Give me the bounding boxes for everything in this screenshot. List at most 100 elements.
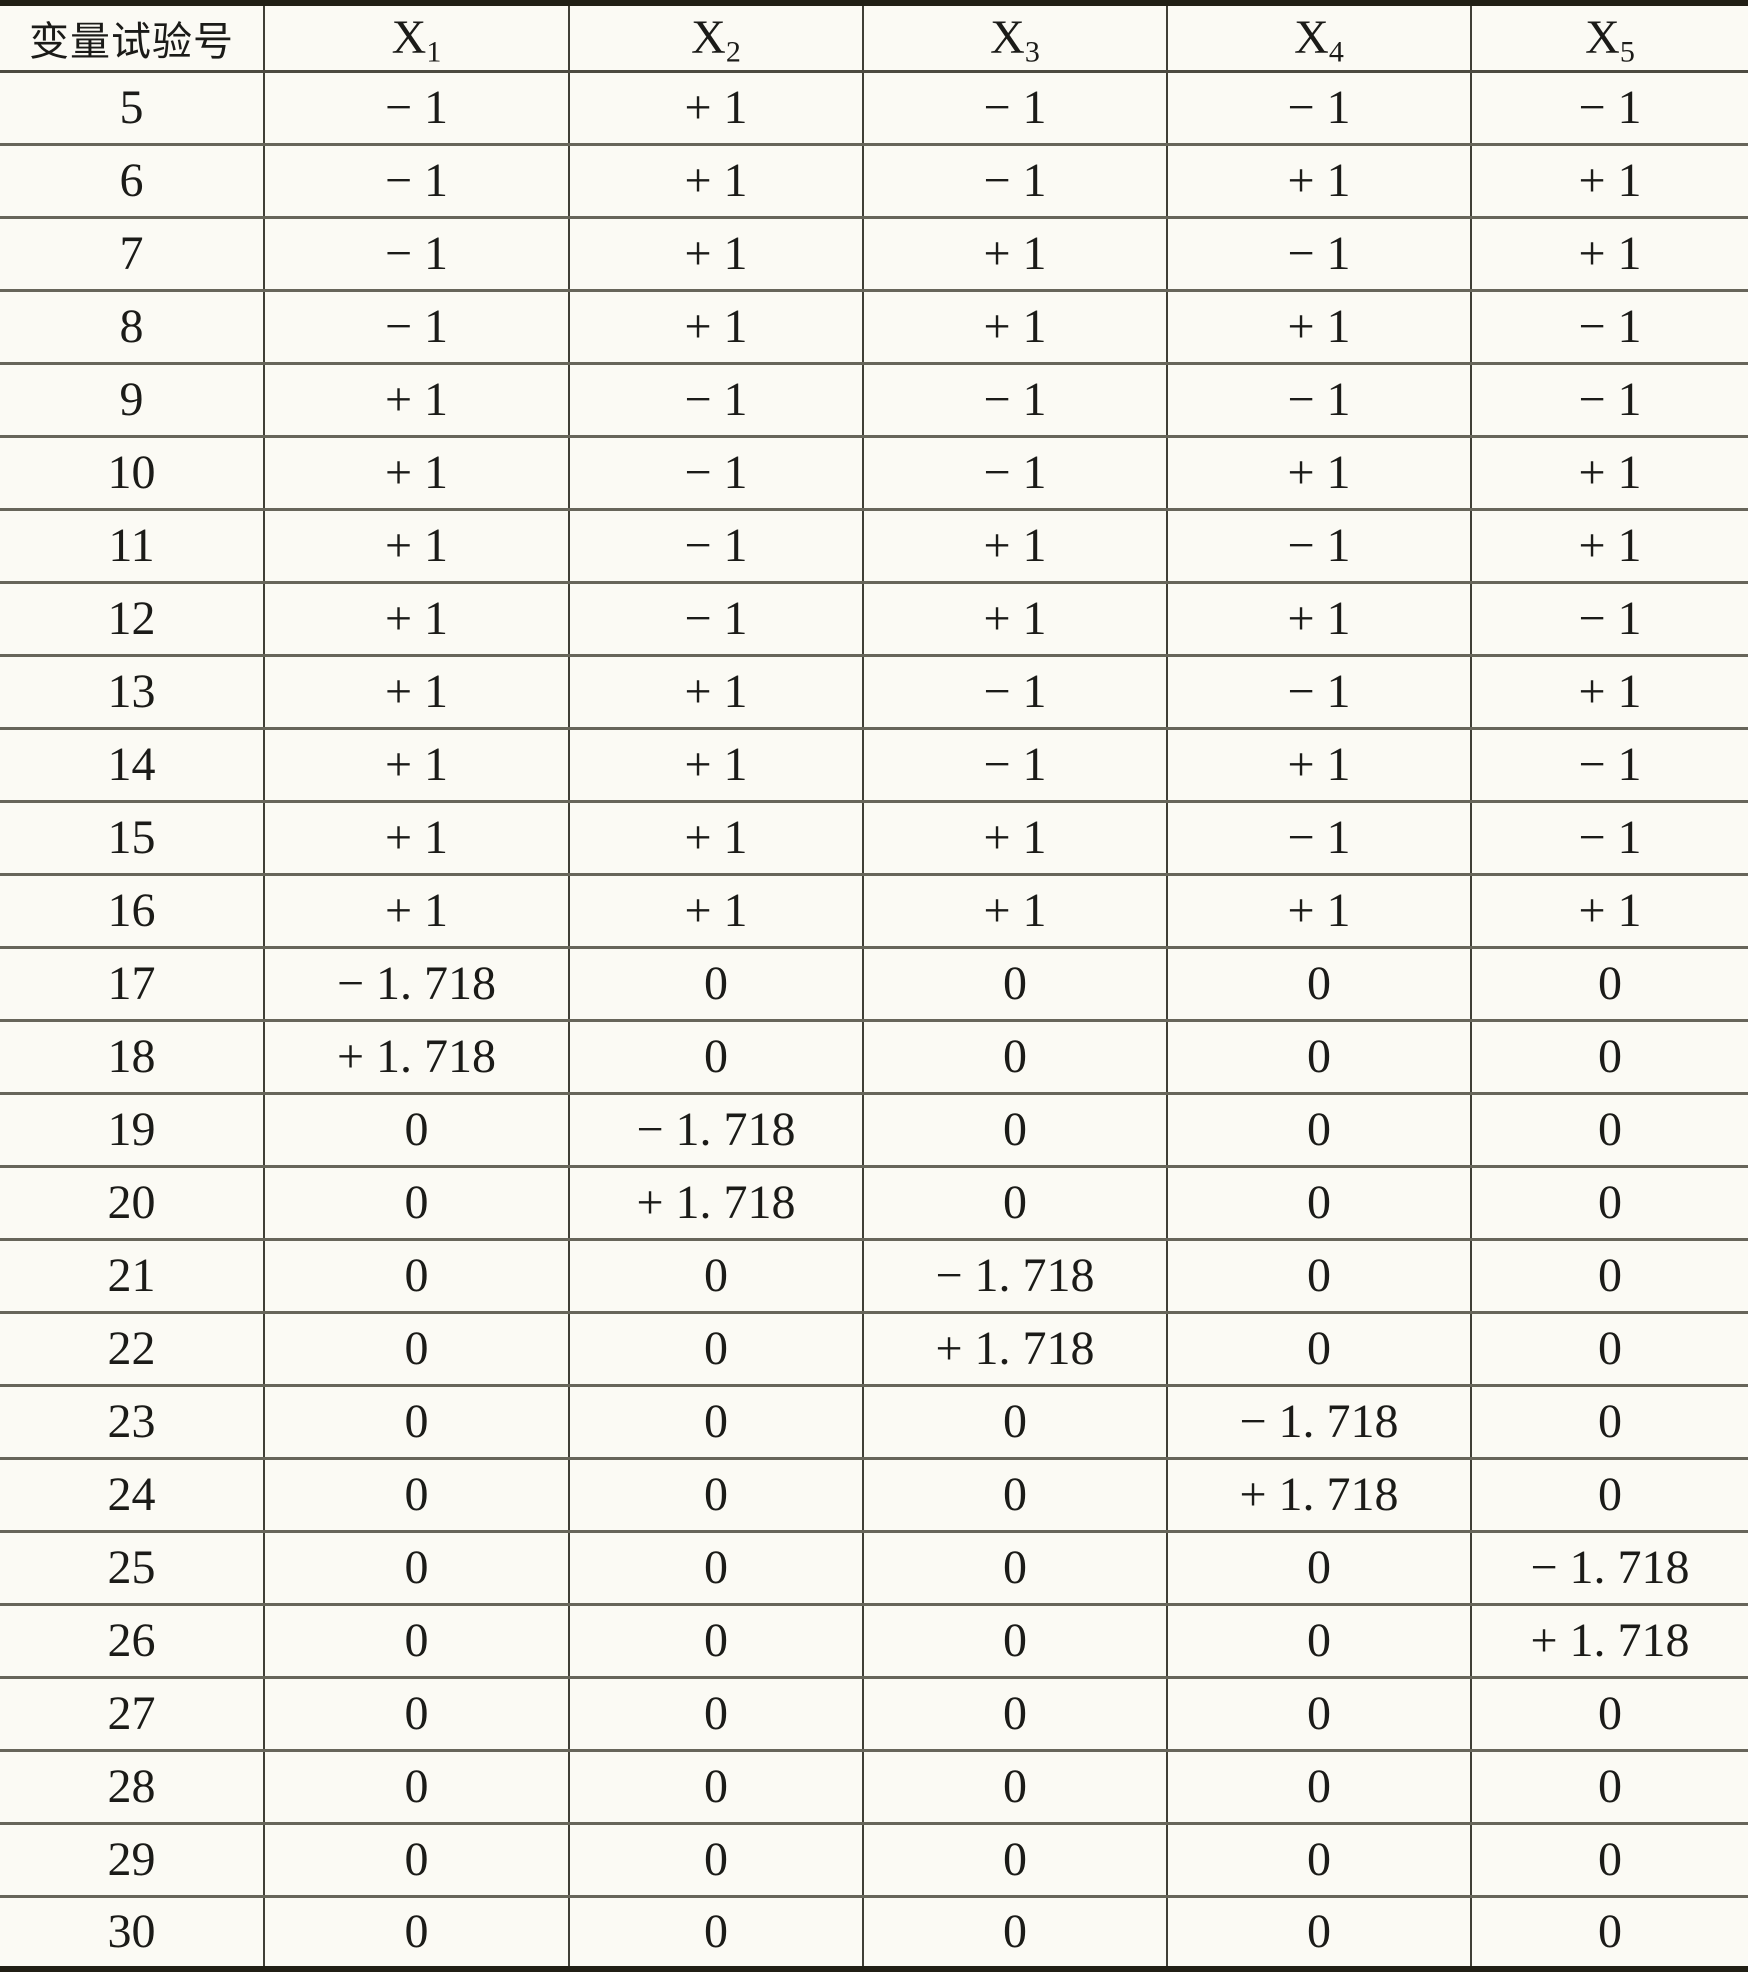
table-row: 23 0 0 0− 1. 718 0: [0, 1383, 1748, 1458]
run-number-cell: 30: [0, 1894, 264, 1969]
run-number-cell: 27: [0, 1675, 264, 1750]
value-cell-x4: + 1: [1166, 580, 1471, 655]
value-cell-x1: + 1: [263, 872, 569, 947]
run-number-cell: 22: [0, 1310, 264, 1385]
value-cell-x2: 0: [568, 1018, 863, 1093]
value-cell-x2: + 1: [568, 69, 863, 144]
value-cell-x2: 0: [568, 1675, 863, 1750]
run-number-cell: 14: [0, 726, 264, 801]
value-cell-x4: − 1: [1166, 799, 1471, 874]
value-cell-x1: + 1: [263, 507, 569, 582]
value-cell-x3: 0: [862, 1894, 1167, 1969]
value-cell-x2: − 1: [568, 361, 863, 436]
value-cell-x1: − 1: [263, 142, 569, 217]
value-cell-x5: 0: [1470, 1675, 1748, 1750]
header-cell-x2: X2: [568, 3, 863, 71]
value-cell-x4: 0: [1166, 1310, 1471, 1385]
run-number-cell: 5: [0, 69, 264, 144]
value-cell-x1: 0: [263, 1675, 569, 1750]
value-cell-x1: 0: [263, 1383, 569, 1458]
table-body: 5− 1 + 1− 1− 1− 1 6− 1 + 1− 1 + 1 + 1 7− 1 + 1 +…: [0, 69, 1748, 1969]
value-cell-x1: 0: [263, 1456, 569, 1531]
value-cell-x4: 0: [1166, 1237, 1471, 1312]
value-cell-x3: − 1: [862, 726, 1167, 801]
value-cell-x2: 0: [568, 1602, 863, 1677]
value-cell-x5: − 1: [1470, 361, 1748, 436]
value-cell-x3: + 1: [862, 215, 1167, 290]
value-cell-x4: + 1: [1166, 872, 1471, 947]
value-cell-x3: 0: [862, 945, 1167, 1020]
value-cell-x3: − 1: [862, 653, 1167, 728]
value-cell-x5: 0: [1470, 1310, 1748, 1385]
run-number-cell: 20: [0, 1164, 264, 1239]
value-cell-x1: − 1: [263, 69, 569, 144]
table-row: 10 + 1− 1− 1 + 1 + 1: [0, 434, 1748, 509]
value-cell-x5: 0: [1470, 1383, 1748, 1458]
value-cell-x3: + 1: [862, 580, 1167, 655]
run-number-cell: 18: [0, 1018, 264, 1093]
table-row: 20 0 + 1. 718 0 0 0: [0, 1164, 1748, 1239]
run-number-cell: 13: [0, 653, 264, 728]
value-cell-x5: − 1: [1470, 69, 1748, 144]
value-cell-x1: + 1: [263, 726, 569, 801]
value-cell-x2: + 1: [568, 872, 863, 947]
header-cell-x1: X1: [263, 3, 569, 71]
value-cell-x4: + 1: [1166, 434, 1471, 509]
table-row: 5− 1 + 1− 1− 1− 1: [0, 69, 1748, 144]
value-cell-x3: 0: [862, 1748, 1167, 1823]
value-cell-x3: − 1: [862, 142, 1167, 217]
value-cell-x5: − 1: [1470, 726, 1748, 801]
value-cell-x1: + 1: [263, 580, 569, 655]
value-cell-x4: 0: [1166, 1091, 1471, 1166]
value-cell-x5: + 1. 718: [1470, 1602, 1748, 1677]
run-number-cell: 8: [0, 288, 264, 363]
value-cell-x4: 0: [1166, 1602, 1471, 1677]
value-cell-x1: 0: [263, 1091, 569, 1166]
value-cell-x1: 0: [263, 1602, 569, 1677]
value-cell-x1: 0: [263, 1237, 569, 1312]
table-row: 6− 1 + 1− 1 + 1 + 1: [0, 142, 1748, 217]
value-cell-x1: − 1: [263, 288, 569, 363]
value-cell-x2: + 1: [568, 142, 863, 217]
run-number-cell: 16: [0, 872, 264, 947]
value-cell-x3: 0: [862, 1164, 1167, 1239]
value-cell-x3: + 1: [862, 507, 1167, 582]
value-cell-x4: − 1. 718: [1166, 1383, 1471, 1458]
value-cell-x3: 0: [862, 1383, 1167, 1458]
value-cell-x4: − 1: [1166, 507, 1471, 582]
variable-subscript: 4: [1328, 35, 1344, 69]
header-row: 变量试验号 X1 X2 X3 X4 X5: [0, 3, 1748, 71]
value-cell-x5: 0: [1470, 945, 1748, 1020]
run-number-cell: 15: [0, 799, 264, 874]
value-cell-x4: + 1: [1166, 142, 1471, 217]
value-cell-x2: 0: [568, 1748, 863, 1823]
value-cell-x2: + 1: [568, 215, 863, 290]
value-cell-x4: + 1. 718: [1166, 1456, 1471, 1531]
value-cell-x3: + 1: [862, 799, 1167, 874]
table-row: 24 0 0 0 + 1. 718 0: [0, 1456, 1748, 1531]
table-row: 14 + 1 + 1− 1 + 1− 1: [0, 726, 1748, 801]
value-cell-x5: + 1: [1470, 507, 1748, 582]
table-row: 25 0 0 0 0− 1. 718: [0, 1529, 1748, 1604]
value-cell-x2: 0: [568, 1821, 863, 1896]
table-row: 13 + 1 + 1− 1− 1 + 1: [0, 653, 1748, 728]
run-number-cell: 7: [0, 215, 264, 290]
run-number-cell: 10: [0, 434, 264, 509]
table-row: 8− 1 + 1 + 1 + 1− 1: [0, 288, 1748, 363]
value-cell-x4: − 1: [1166, 653, 1471, 728]
table-row: 21 0 0− 1. 718 0 0: [0, 1237, 1748, 1312]
table-row: 11 + 1− 1 + 1− 1 + 1: [0, 507, 1748, 582]
value-cell-x3: 0: [862, 1018, 1167, 1093]
value-cell-x3: 0: [862, 1091, 1167, 1166]
value-cell-x3: 0: [862, 1675, 1167, 1750]
header-cell-run-number: 变量试验号: [29, 18, 234, 64]
variable-subscript: 2: [725, 35, 741, 69]
value-cell-x3: 0: [862, 1456, 1167, 1531]
run-number-cell: 11: [0, 507, 264, 582]
run-number-cell: 28: [0, 1748, 264, 1823]
value-cell-x1: 0: [263, 1748, 569, 1823]
value-cell-x5: + 1: [1470, 434, 1748, 509]
variable-subscript: 3: [1024, 35, 1040, 69]
value-cell-x5: + 1: [1470, 142, 1748, 217]
value-cell-x2: 0: [568, 1894, 863, 1969]
